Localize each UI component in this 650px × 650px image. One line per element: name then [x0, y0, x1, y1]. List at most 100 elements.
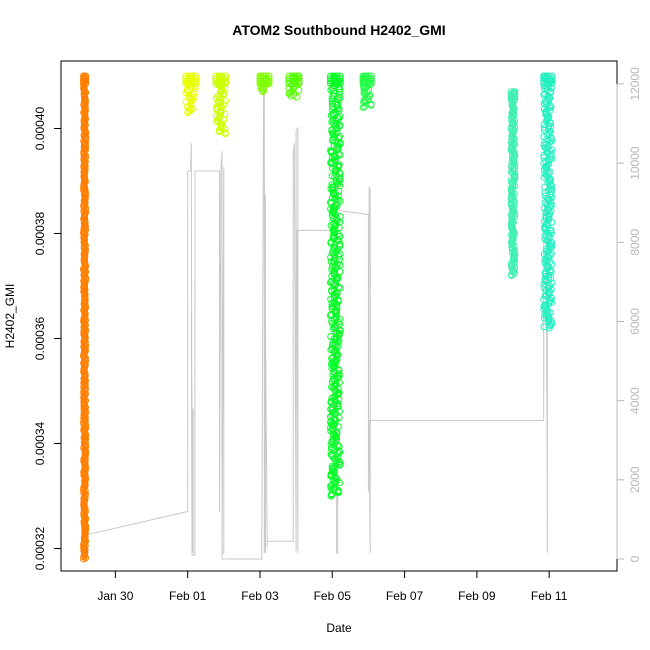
data-point	[336, 75, 344, 82]
data-point	[222, 75, 230, 82]
data-point	[336, 77, 344, 85]
y-axis: 0.00032 0.00034 0.00036 0.00038 0.00040	[33, 106, 62, 570]
series-group	[80, 72, 90, 563]
data-point	[328, 364, 336, 372]
data-point	[333, 374, 341, 382]
data-point	[365, 93, 373, 100]
data-point	[548, 260, 556, 268]
data-point	[335, 161, 343, 169]
data-point	[511, 90, 519, 98]
series-group	[359, 72, 375, 111]
data-point	[327, 279, 334, 287]
data-point	[212, 95, 220, 103]
data-point	[327, 159, 335, 167]
data-point	[82, 77, 90, 85]
series-group	[507, 88, 519, 279]
data-point	[192, 80, 200, 87]
data-point	[511, 93, 519, 101]
data-point	[543, 165, 551, 172]
x-tick-label: Jan 30	[97, 589, 133, 603]
series-group	[327, 72, 344, 500]
data-point	[545, 169, 552, 177]
data-point	[327, 253, 335, 261]
data-point	[509, 89, 517, 97]
data-point	[192, 77, 200, 85]
data-point	[511, 95, 519, 103]
series-group	[285, 72, 303, 101]
data-point	[218, 119, 226, 127]
data-point	[336, 315, 344, 323]
data-point	[548, 80, 556, 87]
data-point	[328, 465, 336, 472]
data-point	[212, 112, 220, 120]
data-point	[367, 100, 375, 108]
data-point	[82, 72, 90, 80]
data-point	[222, 72, 230, 80]
data-point	[328, 451, 336, 459]
data-point	[335, 443, 343, 450]
data-point	[334, 487, 342, 494]
x-tick-label: Feb 11	[531, 589, 568, 603]
data-point	[327, 198, 334, 206]
data-point	[295, 80, 303, 87]
data-point	[327, 405, 335, 413]
data-point	[335, 389, 343, 397]
y2-tick-label: 0	[628, 555, 642, 562]
data-point	[331, 204, 339, 212]
data-point	[220, 100, 228, 108]
y2-tick-label: 2000	[628, 466, 642, 493]
data-point	[327, 397, 335, 405]
x-axis: Jan 30 Feb 01 Feb 03 Feb 05 Feb 07 Feb 09 Feb …	[97, 570, 568, 603]
x-axis-label: Date	[326, 621, 352, 635]
data-point	[334, 230, 342, 238]
data-point	[216, 96, 223, 104]
y-tick-label: 0.00040	[33, 106, 47, 150]
y-tick-label: 0.00032	[33, 526, 47, 570]
y-axis-label: H2402_GMI	[3, 284, 17, 349]
data-point	[327, 333, 335, 340]
x-tick-label: Feb 03	[241, 589, 279, 603]
x-tick-label: Feb 05	[314, 589, 352, 603]
data-point	[335, 318, 343, 326]
data-point	[265, 80, 273, 87]
data-point	[331, 157, 339, 164]
data-point	[541, 259, 549, 267]
series-group	[540, 72, 556, 332]
data-point	[336, 72, 344, 80]
data-point	[547, 286, 555, 293]
data-point	[333, 304, 341, 312]
chart-title: ATOM2 Southbound H2402_GMI	[232, 22, 445, 38]
x-tick-label: Feb 09	[458, 589, 496, 603]
data-point	[540, 323, 548, 331]
series-group	[256, 72, 273, 96]
data-point	[295, 75, 303, 82]
data-point	[548, 72, 556, 80]
data-point	[192, 75, 200, 82]
data-point	[327, 445, 335, 453]
data-point	[330, 467, 338, 475]
data-point	[295, 72, 303, 80]
data-point	[222, 77, 230, 85]
data-point	[265, 75, 273, 82]
data-point	[548, 75, 556, 82]
data-point	[367, 80, 375, 87]
data-point	[327, 482, 335, 490]
y-tick-label: 0.00038	[33, 211, 47, 255]
data-point	[191, 85, 199, 93]
secondary-y-axis: 0 2000 4000 6000 8000 10000 12000	[616, 67, 642, 562]
y-tick-label: 0.00036	[33, 316, 47, 360]
data-point	[265, 77, 273, 85]
data-point	[548, 77, 556, 85]
data-point	[331, 316, 339, 324]
data-point	[221, 110, 229, 118]
y2-tick-label: 10000	[628, 146, 642, 180]
data-point	[547, 202, 555, 210]
data-point	[328, 462, 336, 470]
data-point	[335, 414, 343, 422]
series-group	[182, 72, 200, 117]
data-point	[511, 164, 519, 172]
data-point	[295, 77, 303, 85]
data-point	[333, 350, 341, 358]
x-tick-label: Feb 07	[386, 589, 424, 603]
data-point	[334, 402, 342, 410]
